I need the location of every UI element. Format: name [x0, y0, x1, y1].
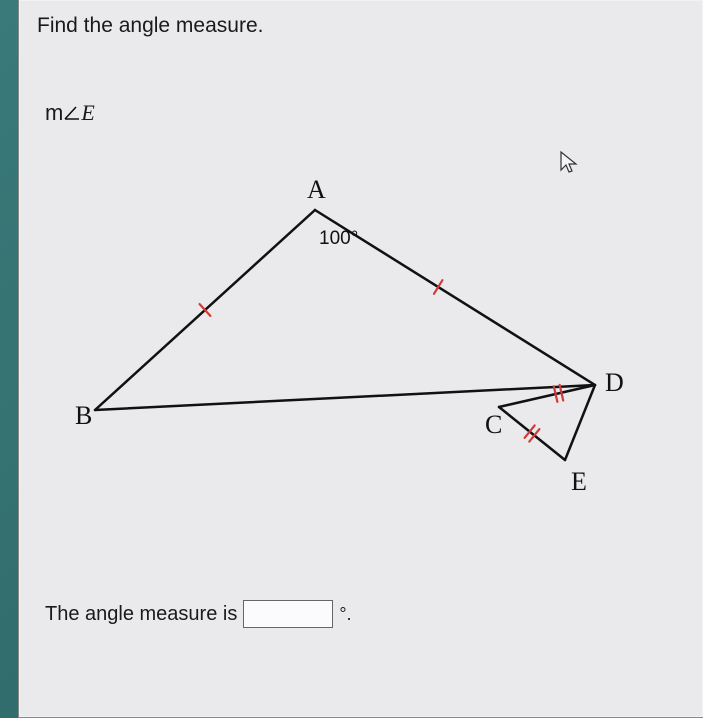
svg-text:E: E — [571, 467, 587, 496]
question-prefix: m — [45, 100, 63, 125]
prompt-text: Find the angle measure. — [37, 14, 263, 38]
svg-text:100°: 100° — [319, 228, 358, 249]
answer-row: The angle measure is °. — [45, 600, 352, 628]
svg-text:A: A — [307, 175, 326, 204]
app-frame: Find the angle measure. mE ABCDE100° The… — [0, 0, 703, 718]
answer-label: The angle measure is — [45, 603, 237, 626]
geometry-diagram: A B C D E 100° — [45, 170, 685, 510]
answer-input[interactable] — [243, 600, 333, 628]
question-vertex: E — [81, 100, 94, 125]
svg-text:C: C — [485, 410, 502, 439]
svg-text:D: D — [605, 368, 624, 397]
svg-text:B: B — [75, 401, 92, 430]
content-panel: Find the angle measure. mE ABCDE100° The… — [18, 0, 703, 718]
diagram-svg: A B C D E 100° — [45, 170, 685, 510]
angle-icon — [63, 104, 81, 122]
answer-suffix: °. — [339, 604, 351, 625]
question-expression: mE — [45, 100, 95, 126]
